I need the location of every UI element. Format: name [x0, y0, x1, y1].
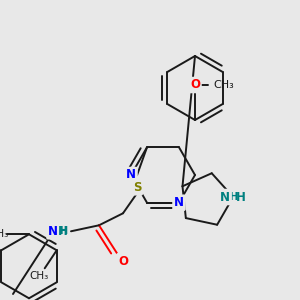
Text: CH₃: CH₃ [213, 80, 234, 90]
Text: N: N [126, 169, 136, 182]
Text: H: H [58, 225, 68, 238]
Text: O: O [190, 79, 200, 92]
Text: H: H [59, 226, 67, 236]
Text: N: N [48, 225, 58, 238]
Text: CH₃: CH₃ [29, 271, 48, 281]
Text: S: S [133, 181, 141, 194]
Text: N: N [220, 190, 230, 203]
Text: CH₃: CH₃ [0, 229, 9, 239]
Text: H: H [236, 190, 246, 203]
Text: O: O [118, 255, 128, 268]
Text: N: N [174, 196, 184, 209]
Text: H: H [229, 192, 237, 202]
